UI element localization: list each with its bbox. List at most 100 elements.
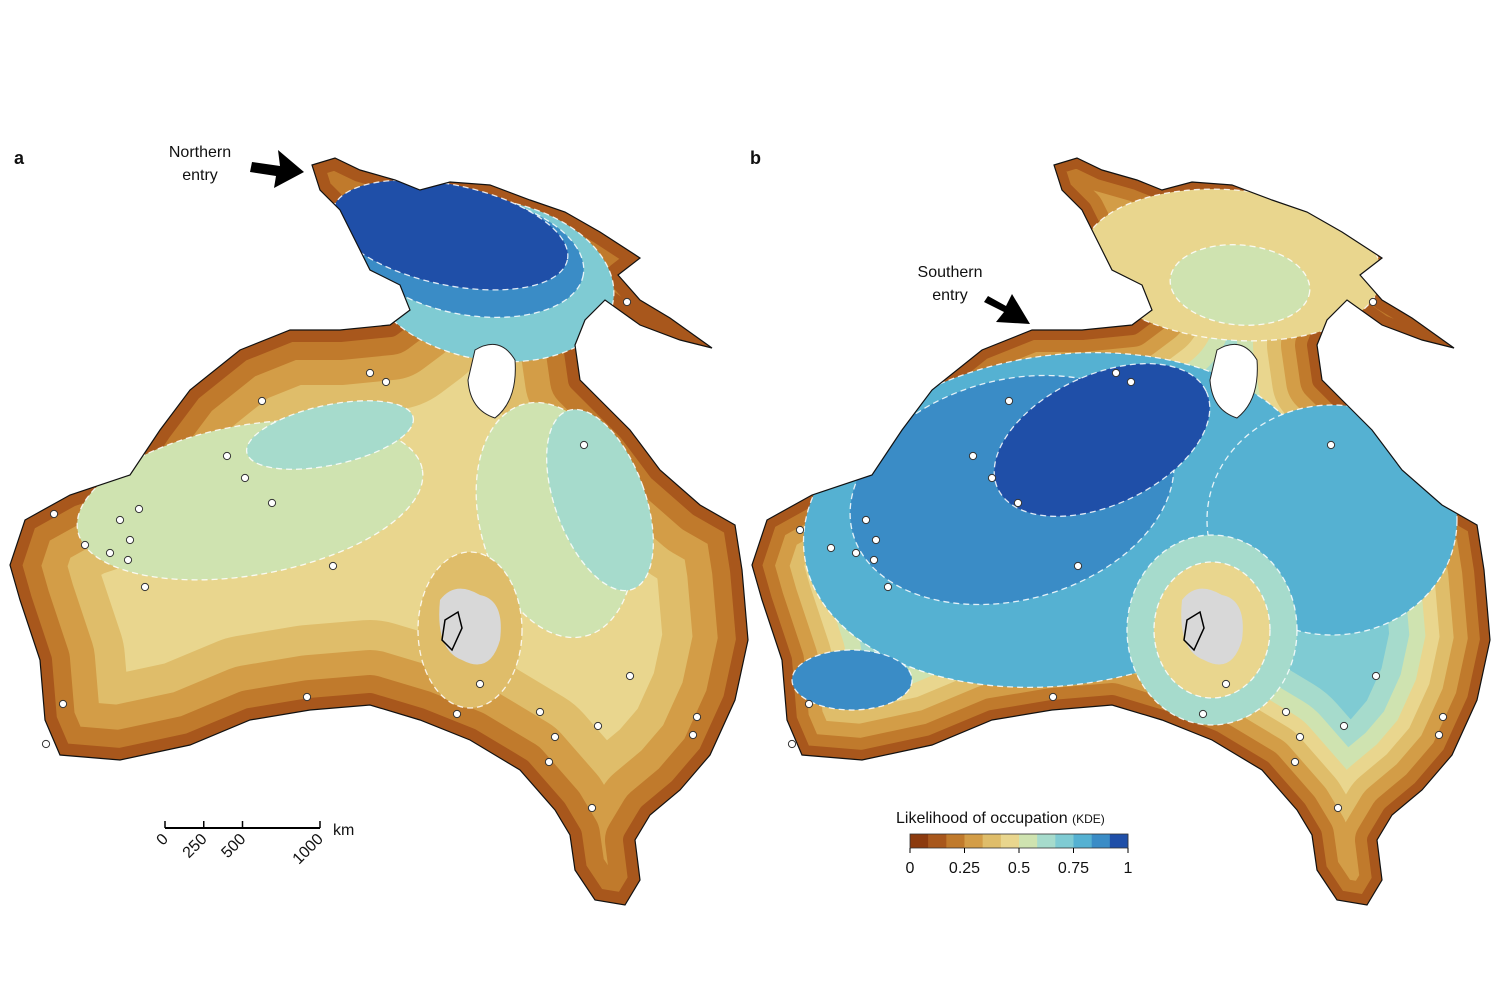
annotation: entry — [182, 167, 218, 184]
colorbar-cell — [1037, 834, 1056, 848]
map-panel — [751, 157, 1491, 906]
site — [267, 498, 277, 508]
scale-tick-label: 500 — [218, 831, 249, 862]
colorbar-tick-label: 0.25 — [949, 860, 980, 877]
site — [883, 582, 893, 592]
site — [593, 721, 603, 731]
site — [80, 540, 90, 550]
site — [1111, 368, 1121, 378]
colorbar-cell — [910, 834, 929, 848]
kde-zone — [331, 179, 569, 291]
site — [1333, 803, 1343, 813]
lake-shore — [1183, 610, 1205, 652]
legend-title: Likelihood of occupation (KDE) — [896, 810, 1105, 827]
annotation: Southern — [918, 264, 983, 281]
colorbar-tick-label: 0.75 — [1058, 860, 1089, 877]
colorbar-tick-label: 0.5 — [1008, 860, 1030, 877]
legend: Likelihood of occupation (KDE) 0 0.25 0.5 0… — [896, 810, 1133, 877]
site — [968, 451, 978, 461]
site — [579, 440, 589, 450]
legend-title-suffix: (KDE) — [1072, 812, 1105, 826]
site — [861, 515, 871, 525]
kde-zone — [546, 408, 654, 592]
scale-unit: km — [333, 822, 354, 839]
site — [58, 699, 68, 709]
site — [688, 730, 698, 740]
colorbar-cell — [1073, 834, 1092, 848]
site — [452, 709, 462, 719]
colorbar-cell — [1091, 834, 1111, 848]
site — [625, 671, 635, 681]
colorbar-cell — [964, 834, 983, 848]
legend-title-main: Likelihood of occupation — [896, 810, 1068, 827]
colorbar-cell — [1000, 834, 1020, 848]
site — [134, 504, 144, 514]
site — [1326, 440, 1336, 450]
site — [1221, 679, 1231, 689]
site — [41, 739, 51, 749]
site — [257, 396, 267, 406]
site — [302, 692, 312, 702]
gulf — [1209, 343, 1258, 419]
site — [787, 739, 797, 749]
site — [804, 699, 814, 709]
site — [869, 555, 879, 565]
site — [871, 535, 881, 545]
site — [1368, 297, 1378, 307]
scale-tick-label: 250 — [180, 831, 211, 862]
colorbar-cell — [982, 834, 1002, 848]
lake-shore — [441, 610, 463, 652]
kde-zone — [993, 362, 1211, 518]
site — [1438, 712, 1448, 722]
site — [987, 473, 997, 483]
site — [535, 707, 545, 717]
site — [115, 515, 125, 525]
scale-tick-label: 0 — [154, 831, 172, 849]
kde-surface — [10, 158, 748, 905]
kde-zone — [1169, 244, 1311, 326]
colorbar-cell — [1019, 834, 1038, 848]
site — [550, 732, 560, 742]
annotation: Northern — [169, 144, 231, 161]
site — [49, 509, 59, 519]
site — [475, 679, 485, 689]
site — [105, 548, 115, 558]
site — [1434, 730, 1444, 740]
site — [1339, 721, 1349, 731]
site — [1290, 757, 1300, 767]
site — [1198, 709, 1208, 719]
colorbar-cell — [946, 834, 965, 848]
site — [123, 555, 133, 565]
panel-label: a — [14, 148, 25, 168]
site — [826, 543, 836, 553]
scale-tick-label: 1000 — [290, 831, 327, 868]
site — [1048, 692, 1058, 702]
scale-bar: km 0 250 500 1000 — [154, 821, 354, 868]
site — [125, 535, 135, 545]
site — [1004, 396, 1014, 406]
kde-zone — [791, 649, 913, 711]
site — [587, 803, 597, 813]
colorbar-cell — [928, 834, 947, 848]
arrow — [250, 150, 304, 188]
site — [851, 548, 861, 558]
kde-zone — [245, 400, 415, 470]
site — [1073, 561, 1083, 571]
gulf — [467, 343, 516, 419]
site — [328, 561, 338, 571]
panel-label: b — [750, 148, 761, 168]
annotation: entry — [932, 287, 968, 304]
site — [1371, 671, 1381, 681]
colorbar-tick-label: 1 — [1124, 860, 1133, 877]
colorbar-cell — [1055, 834, 1074, 848]
site — [544, 757, 554, 767]
site — [795, 525, 805, 535]
site — [222, 451, 232, 461]
colorbar-cell — [1109, 834, 1129, 848]
site — [1295, 732, 1305, 742]
site — [1281, 707, 1291, 717]
arrow — [984, 294, 1030, 324]
maps — [9, 157, 1491, 906]
site — [381, 377, 391, 387]
